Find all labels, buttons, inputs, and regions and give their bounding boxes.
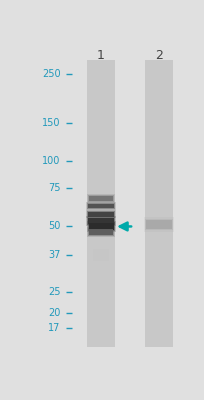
Bar (146, 220, 171, 229)
Text: 150: 150 (42, 118, 60, 128)
Bar (143, 218, 173, 232)
Bar (88, 228, 113, 236)
Bar (87, 228, 114, 237)
Text: 2: 2 (154, 49, 162, 62)
Bar (87, 203, 114, 209)
Text: 75: 75 (48, 183, 60, 193)
Bar (87, 222, 114, 231)
Text: 25: 25 (48, 287, 60, 297)
Bar (144, 219, 172, 230)
Bar (87, 196, 114, 202)
Bar (86, 216, 115, 226)
Bar (87, 211, 114, 218)
Bar (87, 60, 114, 347)
Text: 20: 20 (48, 308, 60, 318)
Bar (89, 229, 112, 235)
Bar (86, 221, 115, 232)
Text: 17: 17 (48, 324, 60, 334)
Bar (86, 202, 115, 210)
Bar (88, 196, 113, 201)
Bar (88, 212, 113, 216)
Text: 100: 100 (42, 156, 60, 166)
Text: 250: 250 (42, 69, 60, 79)
Bar (88, 218, 113, 224)
Bar (93, 249, 109, 261)
Bar (86, 210, 115, 218)
Text: 37: 37 (48, 250, 60, 260)
Text: 50: 50 (48, 222, 60, 232)
Bar (144, 60, 172, 347)
Bar (86, 194, 115, 203)
Text: 1: 1 (97, 49, 104, 62)
Bar (88, 223, 113, 230)
Bar (88, 204, 113, 208)
Bar (87, 217, 114, 225)
